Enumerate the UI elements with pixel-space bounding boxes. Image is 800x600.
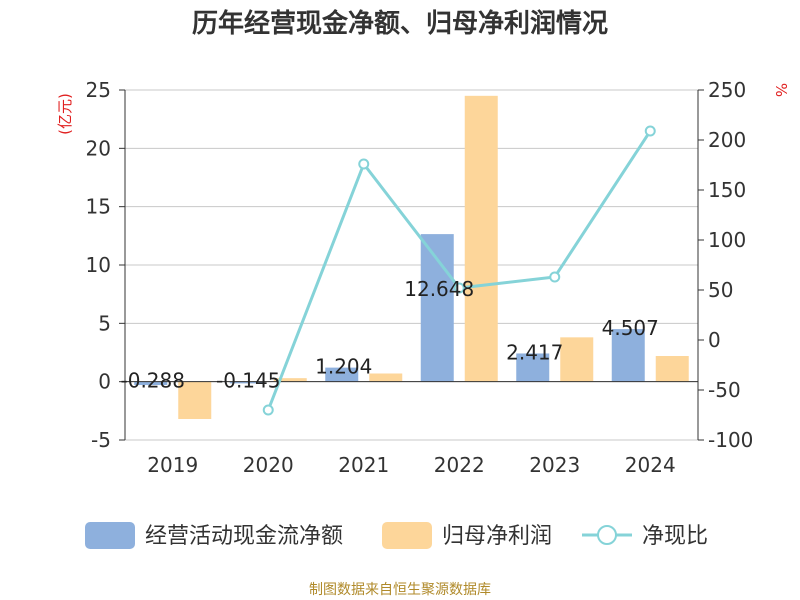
y2-tick-label: 200 xyxy=(708,128,746,152)
data-label-cashflow: 2.417 xyxy=(506,340,563,364)
y2-axis-label: % xyxy=(772,83,790,97)
y2-tick-label: 250 xyxy=(708,78,746,102)
ratio-line xyxy=(262,125,656,416)
bars xyxy=(134,95,689,419)
bar-cashflow xyxy=(611,329,645,382)
x-tick-label: 2020 xyxy=(243,453,294,477)
ratio-point xyxy=(358,158,370,170)
data-labels: -0.288 -0.145 1.204 12.648 2.417 4.507 xyxy=(121,277,659,393)
ratio-point xyxy=(453,282,465,294)
data-label-cashflow: 4.507 xyxy=(602,316,659,340)
legend-swatch-cashflow xyxy=(85,522,135,549)
bar-cashflow xyxy=(325,367,359,382)
legend-label-ratio: 净现比 xyxy=(642,524,708,549)
y-tick-label: 5 xyxy=(98,311,111,335)
bar-cashflow xyxy=(134,381,168,386)
axes xyxy=(119,89,704,441)
x-tick-label: 2021 xyxy=(338,453,389,477)
ratio-point xyxy=(549,271,561,283)
y2-tick-label: -100 xyxy=(708,428,753,452)
bar-cashflow xyxy=(229,381,263,384)
legend: 经营活动现金流净额 归母净利润 净现比 xyxy=(85,522,708,549)
source-note: 制图数据来自恒生聚源数据库 xyxy=(309,582,491,598)
bar-cashflow xyxy=(516,353,550,382)
y2-tick-label: 100 xyxy=(708,228,746,252)
data-label-cashflow: 1.204 xyxy=(315,355,372,379)
bar-net-profit xyxy=(273,378,307,382)
bar-net-profit xyxy=(560,337,594,382)
data-label-cashflow: 12.648 xyxy=(404,277,474,301)
legend-label-cashflow: 经营活动现金流净额 xyxy=(145,524,343,549)
bar-net-profit xyxy=(655,356,689,382)
y2-tick-label: 50 xyxy=(708,278,733,302)
y2-tick-label: 150 xyxy=(708,178,746,202)
legend-swatch-ratio-marker xyxy=(597,525,617,545)
y-tick-label: 0 xyxy=(98,370,111,394)
legend-label-net-profit: 归母净利润 xyxy=(442,524,552,549)
y-tick-label: 20 xyxy=(86,136,111,160)
y-axis-label: (亿元) xyxy=(56,93,74,135)
x-tick-label: 2019 xyxy=(147,453,198,477)
y-tick-label: 25 xyxy=(86,78,111,102)
bar-net-profit xyxy=(178,381,212,419)
bar-cashflow xyxy=(420,234,454,382)
bar-net-profit xyxy=(369,373,403,382)
x-tick-label: 2023 xyxy=(529,453,580,477)
y2-tick-label: -50 xyxy=(708,378,741,402)
data-label-cashflow: -0.145 xyxy=(216,369,280,393)
y-tick-label: 15 xyxy=(86,195,111,219)
x-tick-label: 2024 xyxy=(625,453,676,477)
y-tick-label: -5 xyxy=(91,428,111,452)
x-tick-label: 2022 xyxy=(434,453,485,477)
legend-swatch-net-profit xyxy=(382,522,432,549)
y-tick-label: 10 xyxy=(86,253,111,277)
ratio-point xyxy=(262,404,274,416)
y2-tick-label: 0 xyxy=(708,328,721,352)
bar-net-profit xyxy=(464,95,498,382)
ratio-point xyxy=(644,125,656,137)
data-label-cashflow: -0.288 xyxy=(121,369,185,393)
chart-title: 历年经营现金净额、归母净利润情况 xyxy=(192,8,608,39)
